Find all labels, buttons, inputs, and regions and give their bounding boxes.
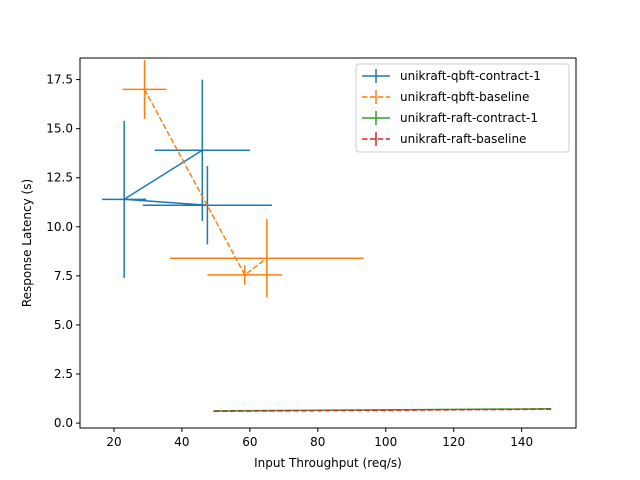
legend-entry: unikraft-qbft-contract-1 xyxy=(362,69,541,83)
legend-entry: unikraft-qbft-baseline xyxy=(362,90,529,104)
x-tick-label: 80 xyxy=(310,435,325,449)
legend-entry: unikraft-raft-contract-1 xyxy=(362,111,538,125)
legend-box xyxy=(355,63,570,153)
series-unikraft-qbft-baseline xyxy=(122,59,364,298)
legend-label: unikraft-raft-baseline xyxy=(400,132,526,146)
y-tick-label: 2.5 xyxy=(54,367,73,381)
legend-label: unikraft-raft-contract-1 xyxy=(400,111,538,125)
x-tick-label: 120 xyxy=(442,435,465,449)
data-point xyxy=(123,198,125,201)
x-tick-label: 140 xyxy=(510,435,533,449)
y-axis-label: Response Latency (s) xyxy=(20,179,34,307)
data-point xyxy=(549,408,552,410)
data-point xyxy=(201,149,204,152)
y-axis: 0.0 2.5 5.0 7.5 10.0 12.5 15.0 17.5 xyxy=(46,73,80,430)
data-point xyxy=(266,257,268,260)
legend-label: unikraft-qbft-baseline xyxy=(400,90,529,104)
x-tick-label: 60 xyxy=(242,435,257,449)
data-point xyxy=(213,410,215,413)
y-tick-label: 12.5 xyxy=(46,171,73,185)
series-line xyxy=(214,408,551,413)
x-axis-label: Input Throughput (req/s) xyxy=(254,456,402,470)
y-tick-label: 10.0 xyxy=(46,220,73,234)
plot-frame xyxy=(79,57,577,429)
x-tick-label: 20 xyxy=(106,435,121,449)
legend: unikraft-qbft-contract-1 unikraft-qbft-ba… xyxy=(355,63,570,153)
y-tick-label: 5.0 xyxy=(54,318,73,332)
series-unikraft-raft-baseline xyxy=(213,408,552,413)
legend-entry: unikraft-raft-baseline xyxy=(362,132,526,146)
y-tick-label: 15.0 xyxy=(46,122,73,136)
data-point xyxy=(143,88,146,91)
legend-label: unikraft-qbft-contract-1 xyxy=(400,69,541,83)
data-point xyxy=(243,274,246,276)
y-tick-label: 7.5 xyxy=(54,269,73,283)
x-axis: 20 40 60 80 100 120 140 xyxy=(106,428,533,449)
x-tick-label: 40 xyxy=(174,435,189,449)
y-tick-label: 17.5 xyxy=(46,73,73,87)
x-tick-label: 100 xyxy=(374,435,397,449)
y-tick-label: 0.0 xyxy=(54,416,73,430)
plot-data xyxy=(102,59,552,413)
